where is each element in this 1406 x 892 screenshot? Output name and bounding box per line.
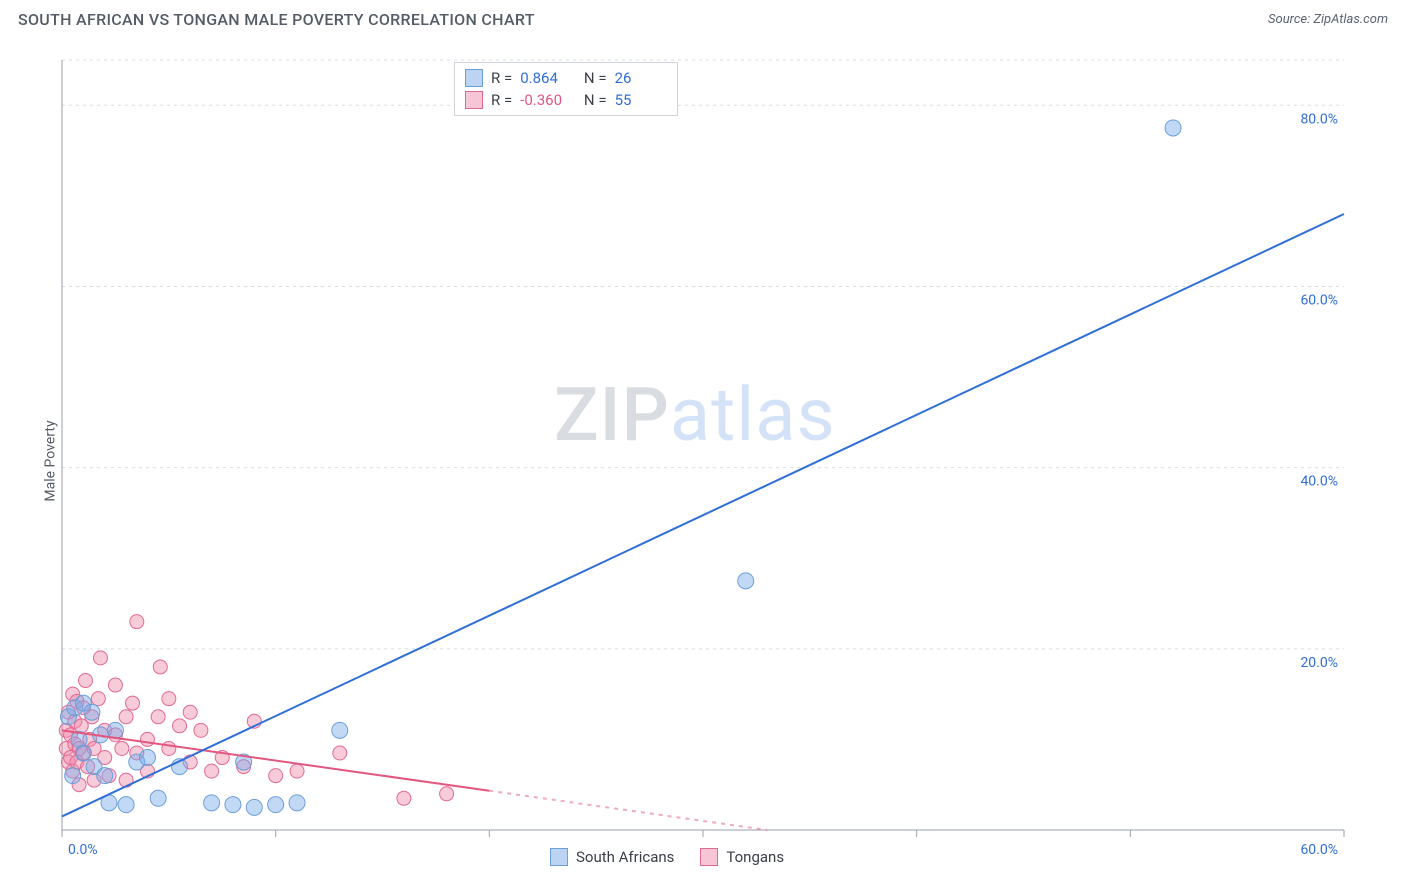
svg-text:80.0%: 80.0% bbox=[1300, 111, 1338, 127]
svg-text:20.0%: 20.0% bbox=[1300, 655, 1338, 671]
svg-text:0.0%: 0.0% bbox=[68, 842, 98, 858]
chart-container: Male Poverty 20.0% 40.0% 60.0% 80.0% 0.0% 60.… bbox=[14, 42, 1392, 880]
scatter-plot: 20.0% 40.0% 60.0% 80.0% 0.0% 60.0% bbox=[14, 42, 1392, 878]
chart-title: SOUTH AFRICAN VS TONGAN MALE POVERTY COR… bbox=[18, 10, 535, 29]
y-axis-label: Male Poverty bbox=[43, 420, 59, 501]
svg-text:60.0%: 60.0% bbox=[1300, 842, 1338, 858]
correlation-legend: R =0.864 N =26 R =-0.360 N =55 bbox=[454, 62, 678, 116]
series-legend: South AfricansTongans bbox=[550, 848, 784, 866]
source-credit: Source: ZipAtlas.com bbox=[1268, 12, 1388, 27]
svg-text:60.0%: 60.0% bbox=[1300, 292, 1338, 308]
svg-text:40.0%: 40.0% bbox=[1300, 474, 1338, 490]
